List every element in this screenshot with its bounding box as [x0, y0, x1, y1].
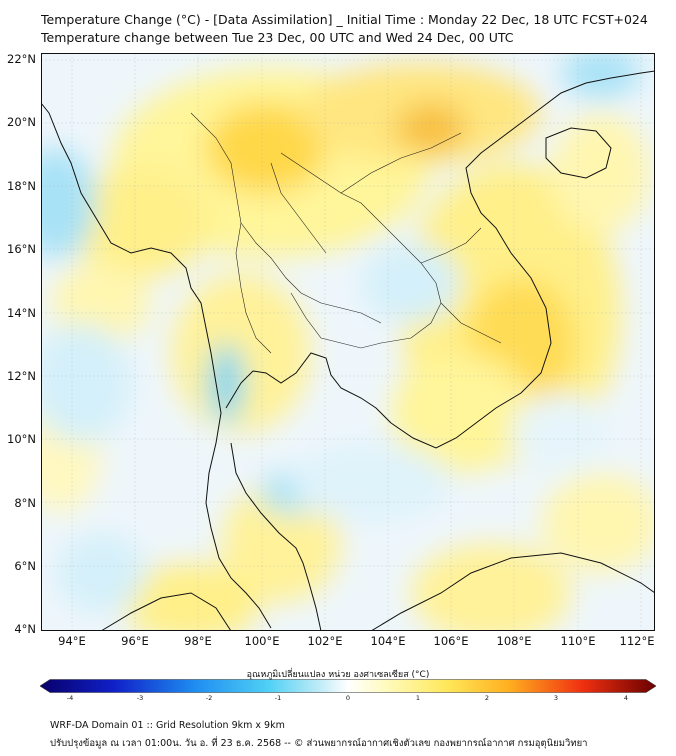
colorbar-tick: 0	[345, 694, 351, 702]
lat-label: 20°N	[7, 115, 36, 129]
colorbar-tick: -3	[136, 694, 144, 702]
lat-label: 18°N	[7, 179, 36, 193]
lon-label: 96°E	[121, 634, 149, 648]
lat-label: 22°N	[7, 52, 36, 66]
colorbar-tick: -4	[66, 694, 74, 702]
lon-label: 102°E	[307, 634, 343, 648]
colorbar-tick: -1	[274, 694, 282, 702]
lon-label: 108°E	[496, 634, 532, 648]
lon-label: 100°E	[244, 634, 280, 648]
lon-label: 110°E	[560, 634, 596, 648]
footer-model-info: WRF-DA Domain 01 :: Grid Resolution 9km …	[50, 720, 285, 731]
temperature-change-map	[41, 53, 655, 631]
colorbar-tick: 4	[623, 694, 629, 702]
colorbar-tick: 2	[484, 694, 490, 702]
colorbar-label: อุณหภูมิเปลี่ยนแปลง หน่วย องศาเซลเซียส (…	[246, 670, 430, 680]
lon-label: 94°E	[58, 634, 86, 648]
lat-label: 10°N	[7, 432, 36, 446]
lat-label: 4°N	[14, 622, 36, 636]
lon-label: 98°E	[184, 634, 212, 648]
lon-label: 112°E	[619, 634, 655, 648]
footer-credit: ปรับปรุงข้อมูล ณ เวลา 01:00น. วัน อ. ที่…	[50, 738, 588, 749]
lat-label: 14°N	[7, 306, 36, 320]
graticule	[41, 53, 655, 631]
colorbar-tick: -2	[205, 694, 213, 702]
country-borders	[190, 112, 502, 354]
colorbar-tick: 3	[553, 694, 559, 702]
map-frame	[41, 53, 655, 631]
lat-label: 8°N	[14, 496, 36, 510]
temperature-field	[41, 53, 655, 631]
chart-subtitle: Temperature change between Tue 23 Dec, 0…	[41, 30, 514, 45]
lon-label: 106°E	[433, 634, 469, 648]
lon-label: 104°E	[370, 634, 406, 648]
colorbar	[40, 679, 656, 693]
lat-label: 6°N	[14, 559, 36, 573]
lat-label: 16°N	[7, 242, 36, 256]
chart-title: Temperature Change (°C) - [Data Assimila…	[41, 12, 648, 27]
lat-label: 12°N	[7, 369, 36, 383]
colorbar-tick: 1	[415, 694, 421, 702]
coastlines	[41, 70, 655, 631]
